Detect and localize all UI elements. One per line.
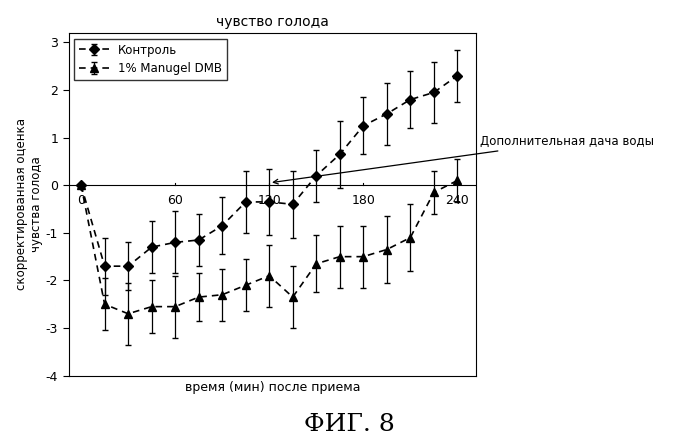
- Legend: Контроль, 1% Manugel DMB: Контроль, 1% Manugel DMB: [75, 39, 227, 80]
- Text: 180: 180: [352, 194, 375, 207]
- Text: 240: 240: [445, 194, 469, 207]
- Text: 0: 0: [77, 194, 85, 207]
- Y-axis label: скорректированная оценка
чувства голода: скорректированная оценка чувства голода: [15, 118, 43, 290]
- Text: ФИГ. 8: ФИГ. 8: [304, 413, 395, 436]
- Text: 120: 120: [257, 194, 281, 207]
- Text: Дополнительная дача воды: Дополнительная дача воды: [273, 135, 654, 184]
- X-axis label: время (мин) после приема: время (мин) после приема: [185, 381, 360, 394]
- Text: 60: 60: [167, 194, 183, 207]
- Title: чувство голода: чувство голода: [216, 15, 329, 29]
